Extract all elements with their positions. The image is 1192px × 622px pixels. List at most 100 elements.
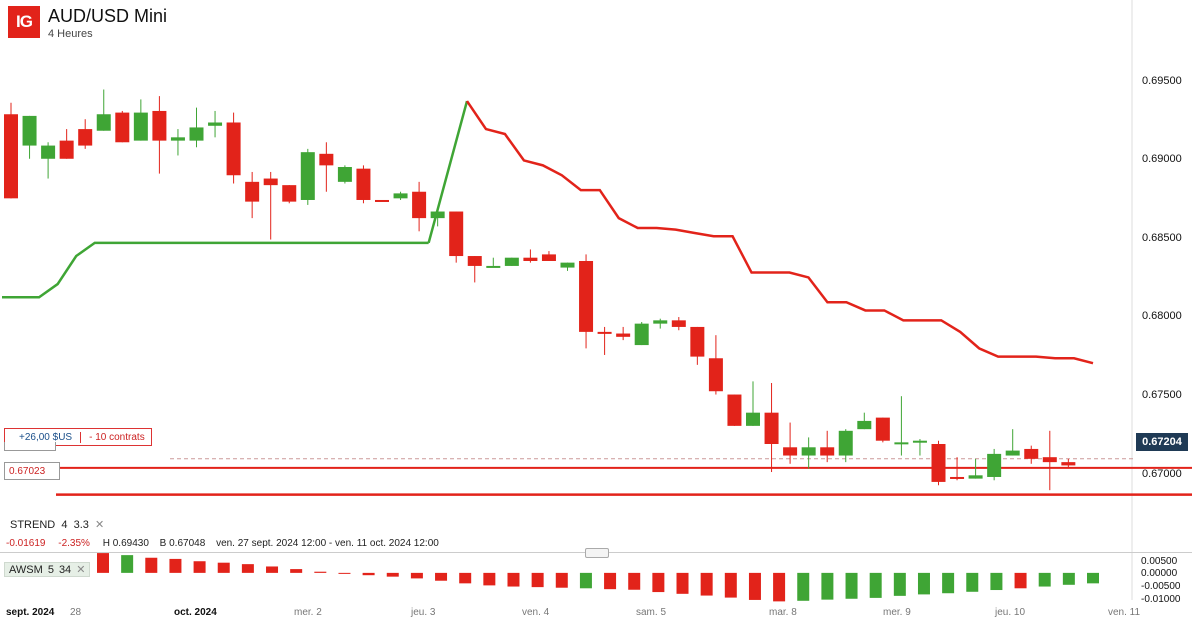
awsm-param-2: 34 xyxy=(58,563,72,576)
price-change: -0.01619 xyxy=(6,538,46,549)
candle-body xyxy=(579,260,594,332)
awsm-bar xyxy=(579,572,592,589)
awsm-bar xyxy=(314,571,327,573)
awsm-bar xyxy=(459,572,472,584)
candle-body xyxy=(950,476,965,479)
awsm-bar xyxy=(797,572,810,601)
awsm-param-1: 5 xyxy=(47,563,54,576)
supertrend-down-line xyxy=(465,100,1094,365)
candle-body xyxy=(523,257,538,261)
chart-stats: -0.01619 -2.35% H 0.69430 B 0.67048 ven.… xyxy=(6,538,447,549)
candle-body xyxy=(987,453,1002,477)
candle-body xyxy=(59,140,74,159)
splitter-grip-icon[interactable] xyxy=(585,548,609,558)
awsm-bar xyxy=(1038,572,1051,587)
candle-body xyxy=(208,122,223,126)
awsm-indicator-label[interactable]: AWSM 5 34 ✕ xyxy=(4,562,91,577)
awsm-tick-label: -0.00500 xyxy=(1141,581,1181,592)
order-level-label[interactable]: 0.67023 xyxy=(4,462,60,480)
awsm-bar xyxy=(555,572,568,588)
awsm-tick-label: 0.00000 xyxy=(1141,568,1178,579)
price-tick-label: 0.69500 xyxy=(1142,75,1182,87)
candle-body xyxy=(1042,457,1057,463)
candle-body xyxy=(690,326,705,357)
candle-body xyxy=(486,265,501,268)
candle-body xyxy=(1024,448,1039,459)
awsm-bar xyxy=(483,572,496,586)
strend-param-2: 3.3 xyxy=(73,519,89,531)
candle-body xyxy=(801,447,816,456)
candle-body xyxy=(282,185,297,202)
candle-body xyxy=(467,256,482,266)
candle-body xyxy=(597,331,612,334)
candle-body xyxy=(300,152,315,200)
candle-body xyxy=(504,257,519,266)
candle-body xyxy=(968,475,983,479)
time-axis-label: sept. 2024 xyxy=(6,607,55,618)
candle-body xyxy=(616,333,631,337)
time-axis-label: oct. 2024 xyxy=(174,607,217,618)
candle-body xyxy=(133,112,148,141)
time-axis-label: ven. 11 xyxy=(1108,607,1141,618)
awsm-bar xyxy=(724,572,737,598)
date-range: ven. 27 sept. 2024 12:00 - ven. 11 oct. … xyxy=(216,538,439,549)
candle-body xyxy=(152,110,167,141)
awsm-bar xyxy=(893,572,906,596)
awsm-bar xyxy=(193,561,206,573)
awsm-bar xyxy=(338,572,351,574)
awsm-bar xyxy=(531,572,544,588)
entry-level-handle[interactable] xyxy=(4,442,56,451)
awsm-bar xyxy=(435,572,448,581)
candle-body xyxy=(894,442,909,445)
awsm-bar xyxy=(652,572,665,593)
candle-body xyxy=(22,115,37,146)
awsm-name: AWSM xyxy=(9,563,43,576)
awsm-bar xyxy=(217,562,230,573)
awsm-bar xyxy=(121,555,134,573)
instrument-title[interactable]: AUD/USD Mini xyxy=(48,6,168,26)
strend-indicator-label[interactable]: STREND 4 3.3 ✕ xyxy=(10,518,104,531)
awsm-bar xyxy=(386,572,399,577)
awsm-bar xyxy=(241,564,254,573)
candle-body xyxy=(226,122,241,176)
close-icon[interactable]: ✕ xyxy=(94,519,105,531)
awsm-tick-label: -0.01000 xyxy=(1141,594,1181,605)
position-label[interactable]: +26,00 $US - 10 contrats xyxy=(4,428,152,446)
candle-body xyxy=(931,443,946,482)
candle-body xyxy=(449,211,464,257)
awsm-bar xyxy=(942,572,955,594)
awsm-bar xyxy=(1062,572,1075,585)
candle-body xyxy=(319,153,334,166)
awsm-bar xyxy=(676,572,689,594)
candle-body xyxy=(393,193,408,199)
candle-body xyxy=(430,211,445,219)
time-axis-label: mer. 9 xyxy=(883,607,911,618)
candle-body xyxy=(857,420,872,430)
candle-body xyxy=(4,114,18,199)
candle-body xyxy=(412,191,427,219)
price-tick-label: 0.69000 xyxy=(1142,153,1182,165)
awsm-bar xyxy=(966,572,979,592)
candle-body xyxy=(746,412,760,426)
supertrend-up-line xyxy=(2,241,429,299)
time-axis-label: sam. 5 xyxy=(636,607,667,618)
candle-body xyxy=(96,114,111,131)
strend-name: STREND xyxy=(10,519,56,531)
awsm-bar xyxy=(748,572,761,600)
timeframe-label[interactable]: 4 Heures xyxy=(48,28,93,40)
price-tick-label: 0.68500 xyxy=(1142,232,1182,244)
awsm-bar xyxy=(628,572,641,590)
candle-body xyxy=(78,129,93,146)
candle-body xyxy=(189,127,204,141)
price-tick-label: 0.68000 xyxy=(1142,310,1182,322)
awsm-bar xyxy=(266,566,279,573)
time-axis-label: jeu. 10 xyxy=(995,607,1026,618)
candle-body xyxy=(356,168,371,200)
supertrend-flip-line xyxy=(427,100,469,244)
candle-body xyxy=(875,417,890,441)
close-icon[interactable]: ✕ xyxy=(76,564,86,576)
time-axis-label: ven. 4 xyxy=(522,607,550,618)
awsm-bar xyxy=(362,572,375,576)
ig-logo: IG xyxy=(8,6,40,38)
